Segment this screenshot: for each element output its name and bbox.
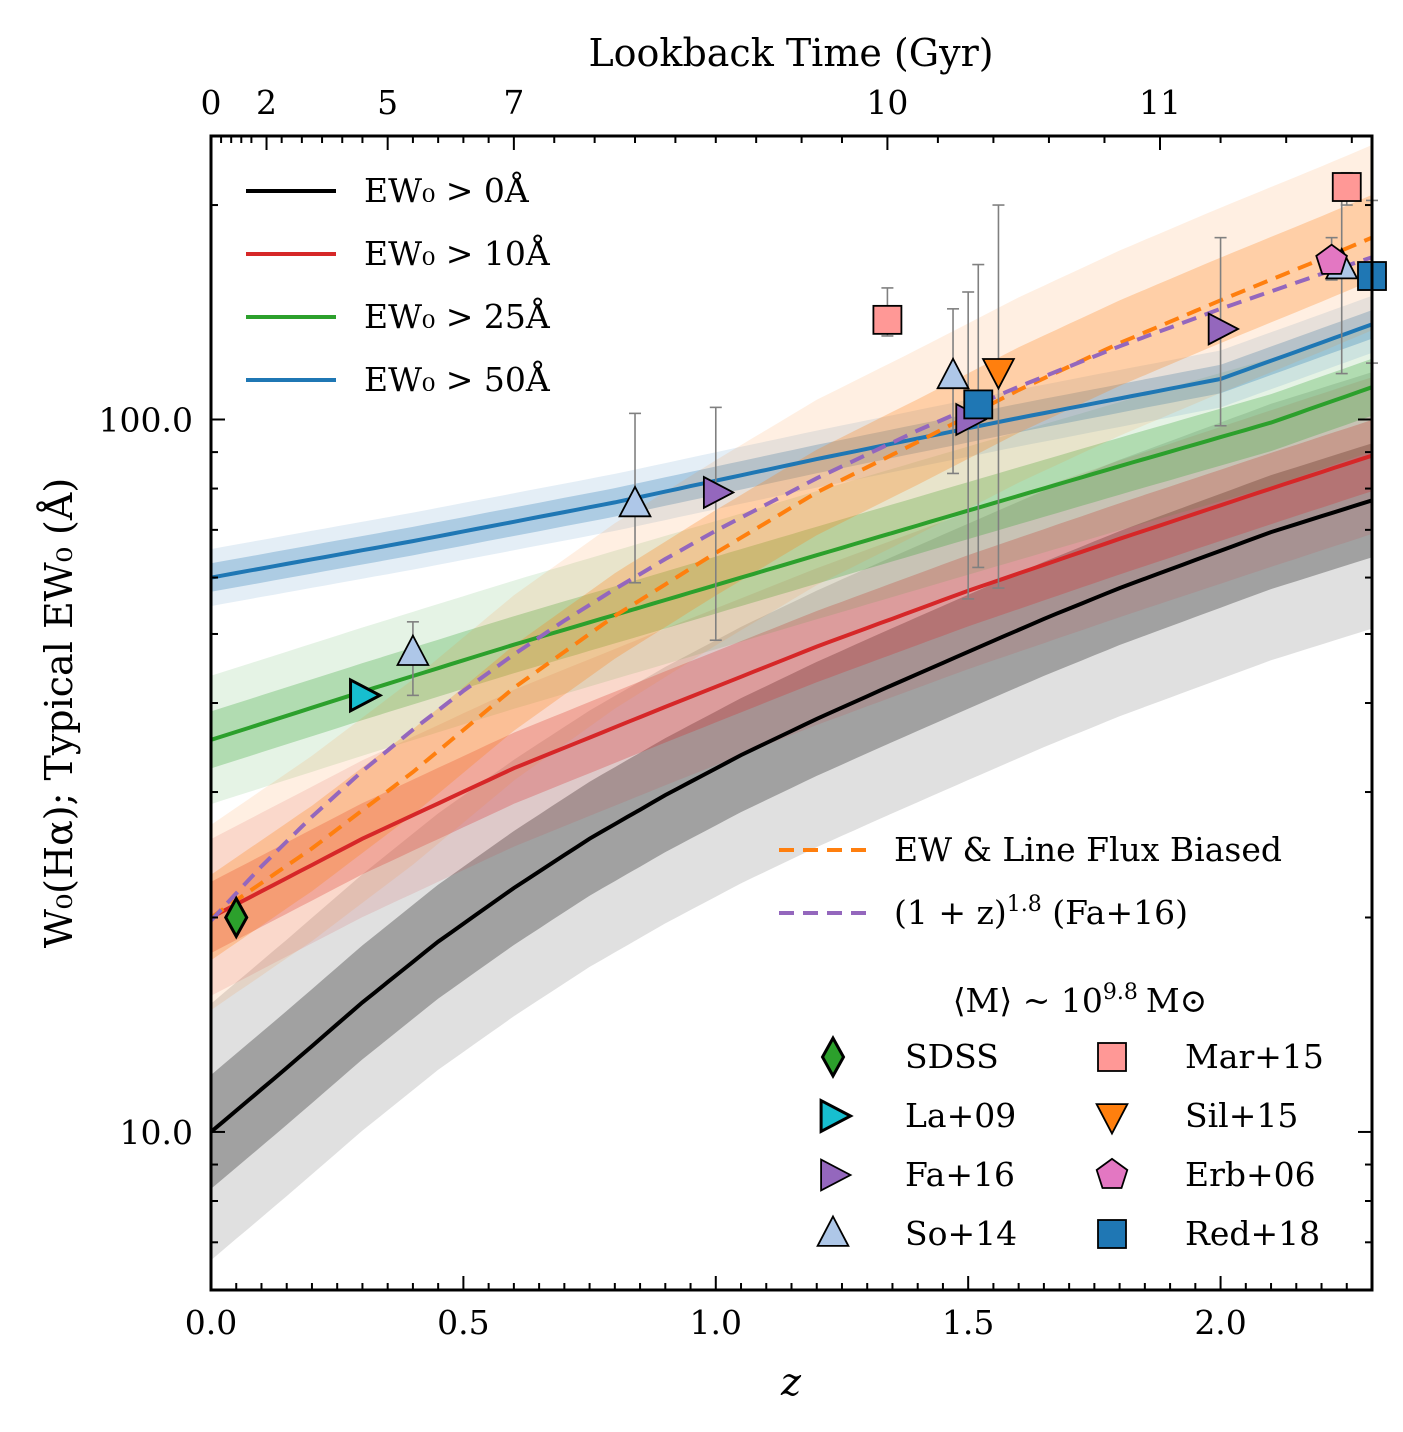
x-tick-label: 2.0	[1194, 1303, 1246, 1342]
legend-models: EW & Line Flux Biased (1 + z)1.8 (Fa+16)	[779, 830, 1282, 932]
legend-obs-label-6: Erb+06	[1185, 1155, 1316, 1194]
legend-marker-SDSS	[820, 1035, 846, 1079]
band-0-inner	[211, 443, 1372, 1189]
legend-model-exponent: 1.8	[1007, 892, 1042, 917]
point-So+14-0	[396, 633, 430, 666]
legend-observations: SDSS La+09 Fa+16 So+14 Mar+15 Sil+15 Erb+06 Red…	[816, 1035, 1324, 1253]
error-bar-Sil+15-0	[992, 204, 1005, 589]
x-axis-title: z	[780, 1360, 802, 1404]
band-1-outer	[211, 377, 1372, 996]
legend-obs-label-2: Fa+16	[905, 1155, 1015, 1194]
legend-cuts: EW₀ > 0Å EW₀ > 10Å EW₀ > 25Å EW₀ > 50Å	[246, 170, 551, 399]
series-line-3	[211, 322, 1372, 580]
error-bar-Fa+16-0	[709, 406, 722, 642]
legend-line-label-3: EW₀ > 50Å	[364, 359, 551, 399]
x-tick-label: 1.5	[942, 1303, 994, 1342]
error-bar-So+14-2	[947, 308, 960, 475]
y-tick-labels: 10.0 100.0	[99, 401, 193, 1152]
point-Erb+06-0	[1315, 243, 1348, 275]
legend-line-label-0: EW₀ > 0Å	[364, 170, 530, 210]
y-tick-label: 100.0	[99, 401, 193, 440]
mass-note-unit: M⊙	[1146, 981, 1207, 1020]
legend-model-suffix: (Fa+16)	[1042, 893, 1188, 932]
top-tick-label: 5	[377, 83, 398, 122]
series-line-2	[211, 385, 1372, 742]
series-line-0	[211, 498, 1372, 1134]
point-So+14-1	[618, 484, 652, 518]
band-0-outer	[211, 372, 1372, 1261]
legend-marker-So+14	[816, 1214, 850, 1247]
mass-note-exponent: 9.8	[1103, 980, 1138, 1005]
legend-obs-label-3: So+14	[905, 1214, 1017, 1253]
point-Mar+15-1	[1331, 172, 1362, 202]
band-3-outer	[211, 295, 1372, 607]
legend-marker-Sil+15	[1095, 1103, 1129, 1136]
series-line-4	[211, 235, 1372, 920]
mass-note-text: ⟨M⟩ ~ 10	[953, 981, 1103, 1020]
series-line-1	[211, 453, 1372, 920]
y-axis-title: W₀(Hα); Typical EW₀ (Å)	[37, 478, 81, 948]
band-4-inner	[211, 194, 1372, 961]
band-3-inner	[211, 310, 1372, 592]
series-lines	[211, 235, 1372, 1134]
top-tick-label: 7	[503, 83, 524, 122]
legend-obs-label-1: La+09	[905, 1096, 1016, 1135]
legend-obs-label-7: Red+18	[1185, 1214, 1320, 1253]
legend-marker-Mar+15	[1097, 1042, 1127, 1072]
series-line-5	[211, 255, 1372, 922]
y-tick-label: 10.0	[120, 1113, 193, 1152]
top-tick-label: 0	[201, 83, 222, 122]
legend-obs-label-4: Mar+15	[1185, 1037, 1324, 1076]
error-bar-Fa+16-1	[962, 291, 975, 600]
top-tick-label: 11	[1139, 83, 1181, 122]
point-Sil+15-0	[981, 358, 1016, 391]
legend-obs-label-0: SDSS	[905, 1037, 999, 1076]
legend-model-label-1: (1 + z)1.8 (Fa+16)	[894, 892, 1188, 932]
top-axis-title: Lookback Time (Gyr)	[588, 31, 993, 75]
legend-marker-Erb+06	[1095, 1157, 1129, 1189]
legend-model-label-main: EW & Line Flux Biased	[894, 830, 1282, 869]
legend-obs-label-5: Sil+15	[1185, 1096, 1298, 1135]
top-tick-label: 2	[256, 83, 277, 122]
legend-model-label-0: EW & Line Flux Biased	[894, 830, 1282, 869]
top-axis-tick-labels: 0 2 5 7 10 11	[201, 83, 1181, 122]
x-tick-labels: 0.0 0.5 1.0 1.5 2.0	[185, 1303, 1247, 1342]
x-tick-label: 0.0	[185, 1303, 237, 1342]
point-Mar+15-0	[872, 304, 903, 335]
top-tick-label: 10	[866, 83, 908, 122]
x-tick-label: 1.0	[690, 1303, 742, 1342]
point-SDSS-0	[224, 895, 249, 940]
legend-marker-Red+18	[1097, 1219, 1127, 1249]
point-Red+18-0	[963, 389, 994, 420]
point-Fa+16-2	[1207, 312, 1241, 346]
x-tick-label: 0.5	[437, 1303, 489, 1342]
legend-marker-Fa+16	[820, 1158, 853, 1192]
legend-model-label-main: (1 + z)	[894, 893, 1007, 932]
axis-ticks	[210, 136, 1373, 1291]
point-Fa+16-0	[702, 475, 736, 510]
point-So+14-2	[936, 356, 970, 390]
mass-note: ⟨M⟩ ~ 109.8 M⊙	[953, 980, 1208, 1020]
legend-marker-La+09	[819, 1098, 854, 1134]
legend-line-label-2: EW₀ > 25Å	[364, 296, 551, 336]
point-La+09-0	[349, 677, 384, 714]
legend-line-label-1: EW₀ > 10Å	[364, 233, 551, 273]
